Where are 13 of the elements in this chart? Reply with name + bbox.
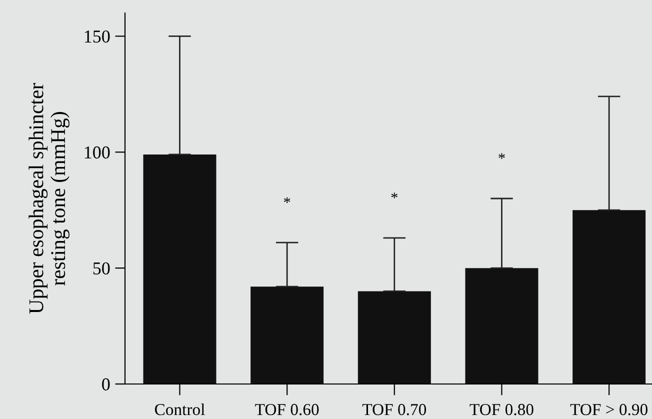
annotation: * [498,153,505,159]
x-tick-label: TOF 0.70 [362,404,426,416]
annotation: * [391,192,398,198]
x-tick-label: TOF 0.60 [255,404,319,416]
x-tick-label: Control [154,403,205,416]
x-tick-label: TOF > 0.90 [570,404,648,416]
y-tick-label: 100 [84,146,110,159]
x-tick-label: TOF 0.80 [470,404,534,416]
y-tick-label: 0 [102,378,110,390]
y-tick-label: 150 [84,30,110,43]
y-axis-title: Upper esophageal sphincter resting tone (mmHg) [28,82,70,314]
annotation: * [284,197,290,203]
y-tick-label: 50 [93,262,110,275]
